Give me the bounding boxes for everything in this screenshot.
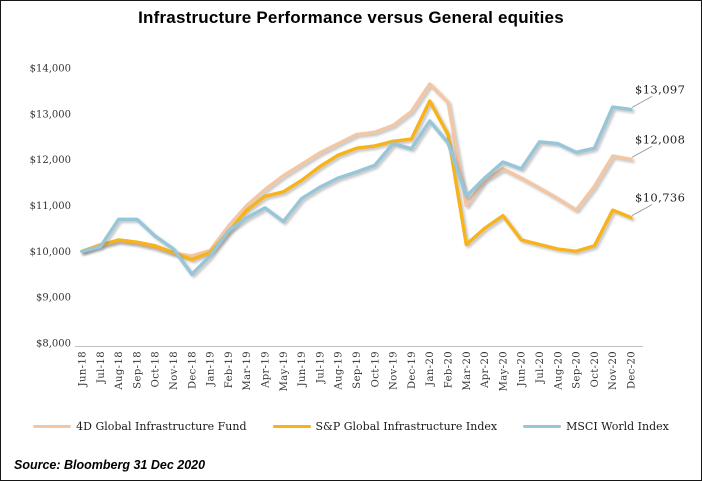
x-axis-label: Sep-19: [352, 351, 363, 389]
x-axis-label: Jun-20: [517, 351, 528, 387]
x-axis-label: Dec-18: [187, 351, 198, 389]
x-axis-label: Jan-20: [425, 351, 436, 387]
x-axis-label: Oct-18: [151, 351, 162, 387]
x-axis-label: Sep-20: [572, 351, 583, 389]
series-line-s-p-global-infrastructure-index: [80, 99, 633, 262]
y-axis-label: $8,000: [36, 339, 71, 350]
legend-label: MSCI World Index: [566, 420, 669, 433]
x-axis-label: Dec-20: [627, 351, 638, 389]
x-axis-label: Oct-20: [590, 351, 601, 387]
x-axis-label: Aug-18: [114, 351, 125, 391]
x-axis-label: Feb-20: [444, 351, 455, 388]
y-axis-label: $9,000: [36, 293, 71, 304]
y-axis-label: $13,000: [30, 109, 71, 120]
legend-swatch-4d-global-infrastructure-fund: [33, 424, 72, 429]
x-axis-label: Jul-20: [535, 351, 546, 384]
x-axis-label: Sep-18: [132, 351, 143, 389]
legend-item-4d-global-infrastructure-fund: 4D Global Infrastructure Fund: [33, 420, 247, 433]
chart-title: Infrastructure Performance versus Genera…: [138, 8, 564, 27]
series-end-value-label-4d-global-infrastructure-fund: $12,008: [635, 132, 685, 146]
x-axis-label: Feb-19: [224, 351, 235, 388]
callout-leader-line: [631, 95, 653, 108]
legend-label: S&P Global Infrastructure Index: [315, 420, 498, 433]
x-axis-label: Aug-19: [334, 351, 345, 391]
x-axis-label: Nov-19: [389, 351, 400, 390]
y-axis-label: $12,000: [30, 155, 71, 166]
x-axis-label: Oct-19: [370, 351, 381, 387]
x-axis-label: Jul-18: [96, 351, 107, 384]
x-axis-label: Jan-19: [206, 351, 217, 387]
x-axis-label: Dec-19: [407, 351, 418, 389]
series-line-msci-world-index: [80, 105, 633, 276]
x-axis-label: Aug-20: [553, 351, 564, 391]
y-axis-label: $10,000: [30, 247, 71, 258]
x-axis-label: Nov-20: [608, 351, 619, 390]
callout-leader-line: [631, 204, 653, 216]
x-axis-label: Apr-20: [480, 351, 491, 389]
x-axis-label: Apr-19: [261, 351, 272, 389]
chart-legend: 4D Global Infrastructure Fund S&P Global …: [1, 420, 701, 433]
x-axis-label: Jun-18: [78, 351, 89, 387]
legend-swatch-msci-world-index: [523, 424, 562, 429]
series-end-value-label-msci-world-index: $13,097: [635, 82, 685, 96]
callout-leader-line: [631, 145, 653, 158]
x-axis-label: May-19: [279, 351, 290, 391]
x-axis-label: Mar-20: [462, 351, 473, 391]
x-axis-label: Jul-19: [315, 351, 326, 384]
y-axis-label: $11,000: [30, 201, 71, 212]
legend-item-msci-world-index: MSCI World Index: [523, 420, 669, 433]
y-axis-label: $14,000: [30, 64, 71, 75]
legend-swatch-s-p-global-infrastructure-index: [272, 424, 311, 429]
legend-label: 4D Global Infrastructure Fund: [76, 420, 247, 433]
series-line-4d-global-infrastructure-fund: [80, 82, 633, 258]
x-axis-label: Nov-18: [169, 351, 180, 390]
x-axis-label: Mar-19: [242, 351, 253, 391]
source-note: Source: Bloomberg 31 Dec 2020: [14, 458, 206, 472]
series-end-value-label-s-p-global-infrastructure-index: $10,736: [635, 191, 685, 205]
x-axis-label: May-20: [498, 351, 509, 391]
legend-item-s-p-global-infrastructure-index: S&P Global Infrastructure Index: [272, 420, 498, 433]
x-axis-label: Jun-19: [297, 351, 308, 387]
